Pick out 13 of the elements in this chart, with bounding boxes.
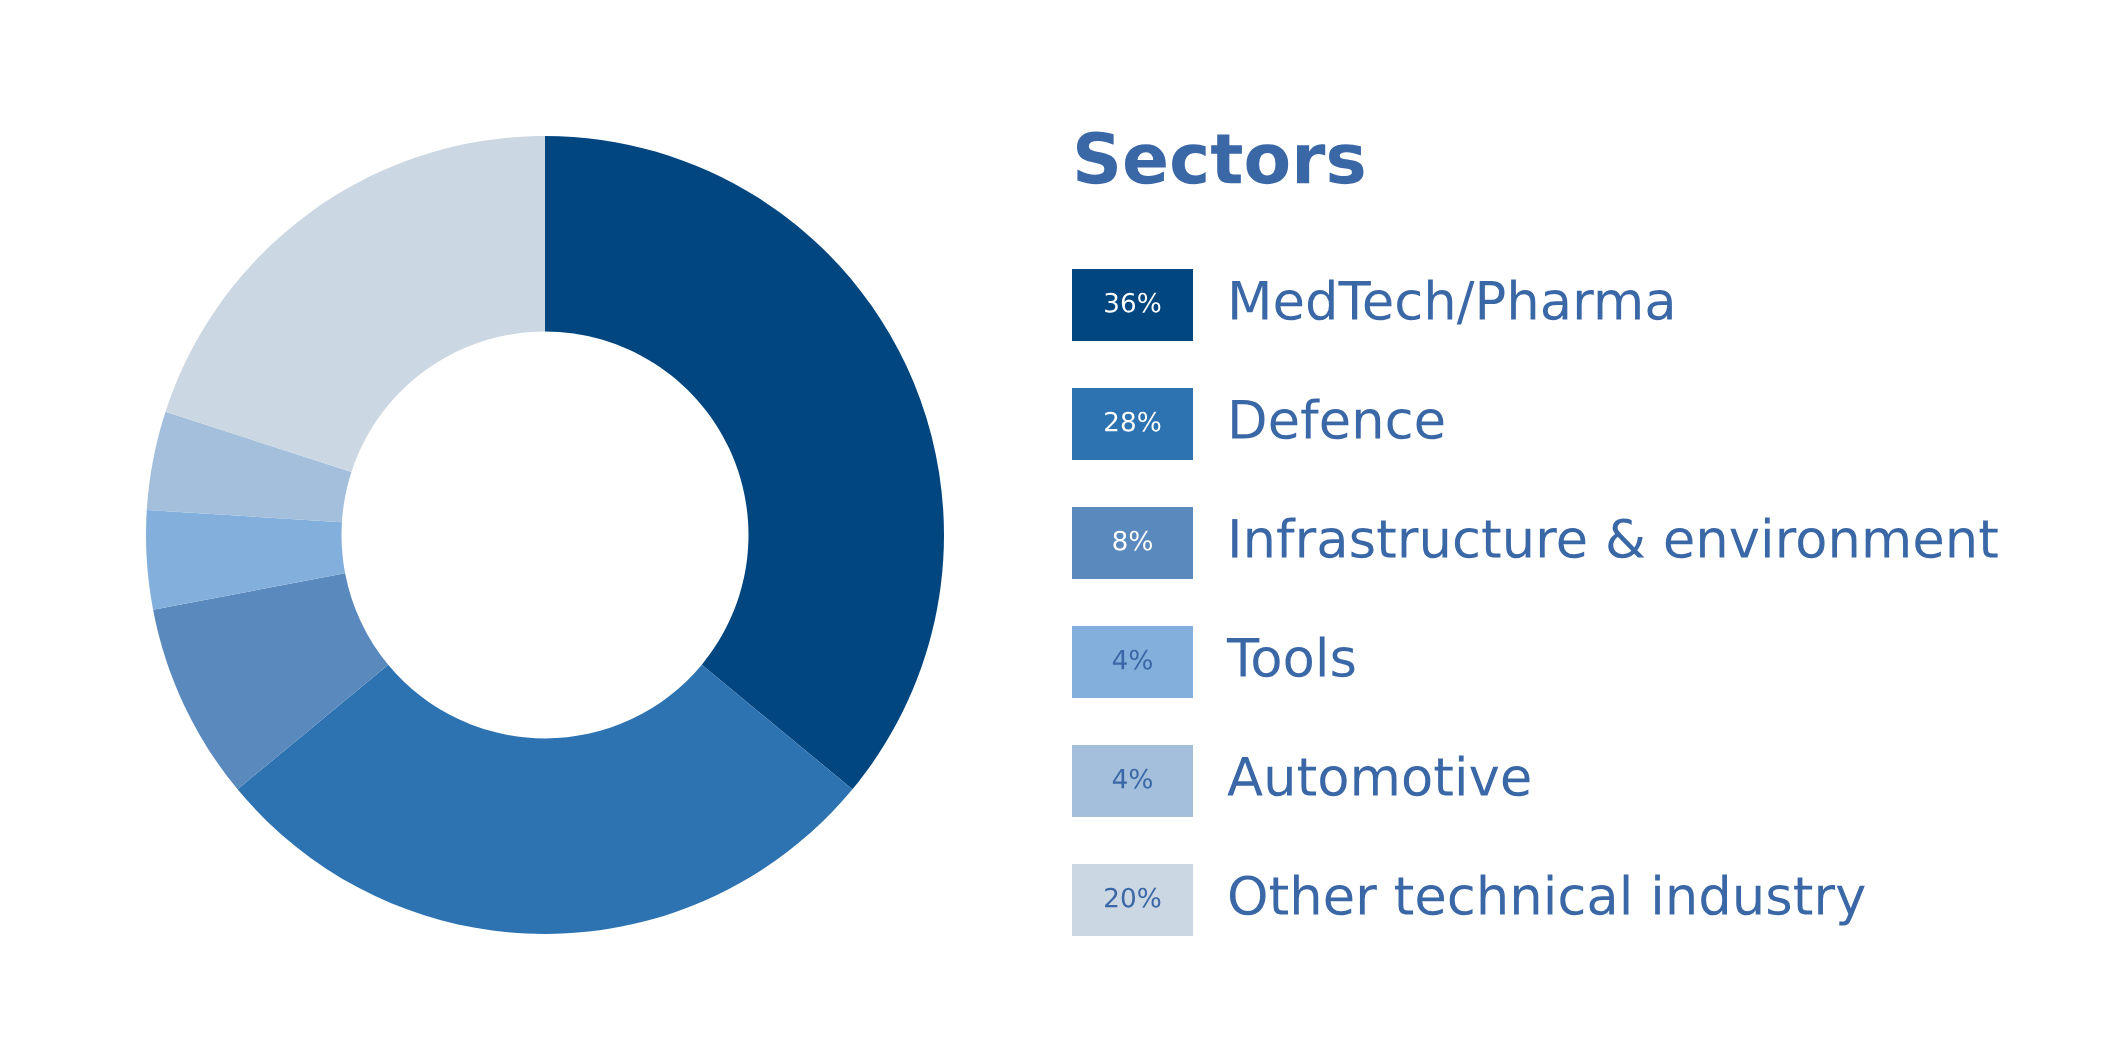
legend-label: Tools xyxy=(1226,636,1355,678)
legend-label: Other technical industry xyxy=(1229,874,1865,926)
data-label: 36% xyxy=(1105,292,1161,313)
data-label: 8% xyxy=(1113,530,1152,551)
legend-label: Automotive xyxy=(1227,755,1530,797)
data-label: 20% xyxy=(1105,887,1161,908)
data-label: 28% xyxy=(1105,411,1161,432)
data-label: 4% xyxy=(1112,649,1152,670)
legend-label: Defence xyxy=(1232,398,1444,440)
data-label: 4% xyxy=(1112,768,1152,789)
legend-label: Infrastructure & environment xyxy=(1232,517,1998,559)
legend-label: MedTech/Pharma xyxy=(1232,279,1672,325)
legend-title: Sectors xyxy=(1076,131,1364,185)
